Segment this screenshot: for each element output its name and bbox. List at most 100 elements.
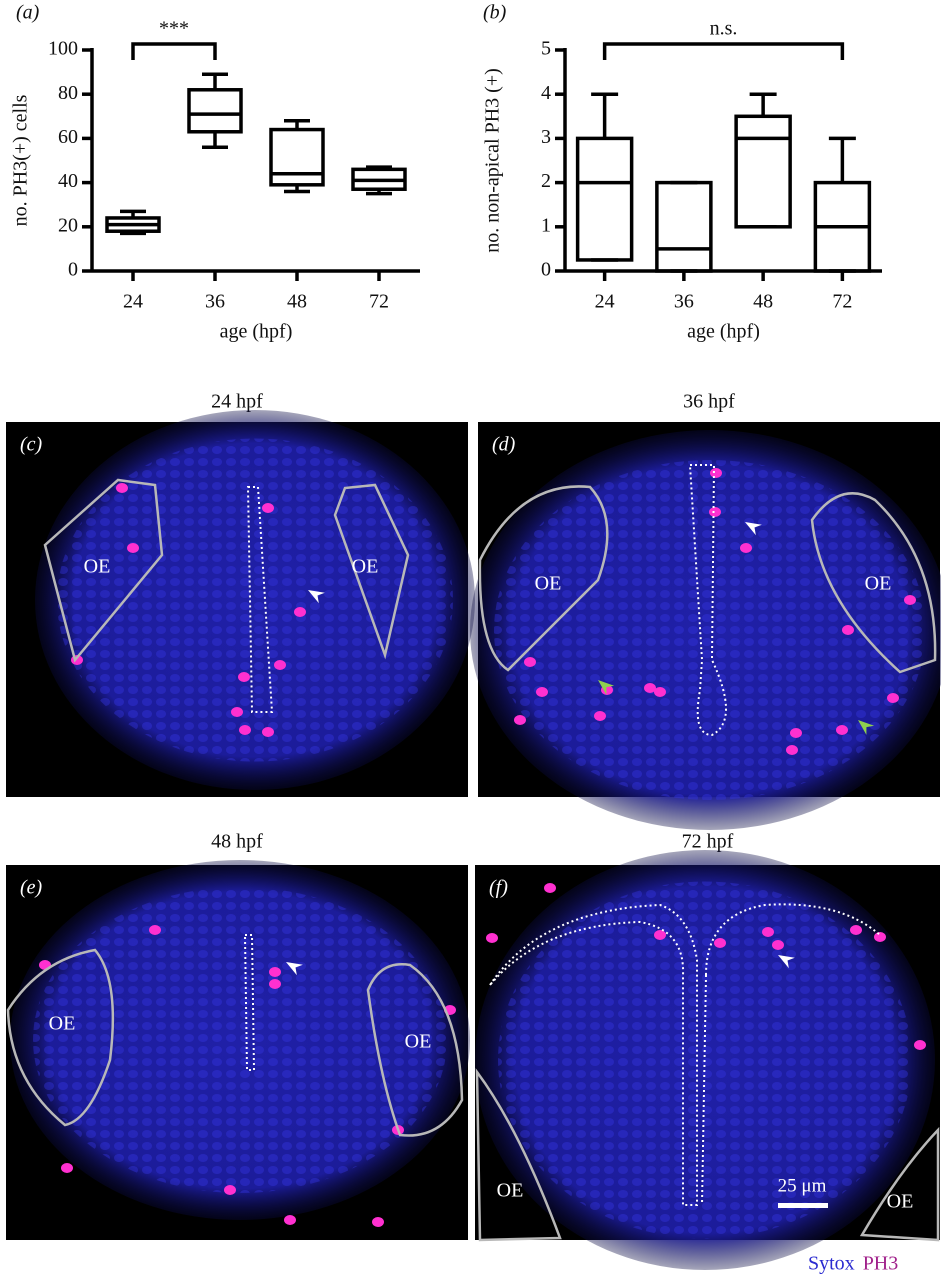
y-tick-label: 80: [58, 82, 78, 104]
oe-outline: [478, 485, 609, 672]
ph3-cell: [544, 883, 556, 893]
ph3-cell: [238, 672, 250, 682]
y-tick-label: 5: [541, 38, 551, 60]
ph3-cell: [762, 927, 774, 937]
oe-outline: [43, 478, 164, 663]
arrow: [286, 962, 303, 976]
ph3-cell: [524, 657, 536, 667]
y-tick-label: 1: [541, 214, 551, 236]
midline: [688, 464, 727, 737]
oe-outline: [859, 1126, 940, 1242]
y-tick-label: 4: [541, 82, 551, 104]
ph3-cell: [887, 693, 899, 703]
panel-label: (f): [489, 877, 508, 899]
panel-label: (d): [492, 434, 516, 456]
stain-legend-label: PH3: [863, 1253, 899, 1275]
ph3-cell: [836, 725, 848, 735]
ph3-cell: [514, 715, 526, 725]
ph3-cell: [644, 683, 656, 693]
tissue-nuclei: [57, 438, 453, 762]
ph3-cell: [486, 933, 498, 943]
x-tick-label: 24: [595, 291, 615, 313]
arrow: [308, 590, 325, 604]
ph3-cell: [714, 938, 726, 948]
midline: [489, 903, 881, 1206]
stain-legend-label: Sytox: [808, 1253, 855, 1275]
scale-bar-label: 25 μm: [778, 1175, 827, 1196]
oe-outline: [366, 963, 464, 1137]
x-tick-label: 36: [674, 291, 694, 313]
ph3-cell: [709, 507, 721, 517]
tissue-nuclei: [33, 887, 447, 1193]
ph3-cell: [262, 503, 274, 513]
y-tick-label: 3: [541, 126, 551, 148]
panel-label: (c): [20, 434, 43, 456]
ph3-cell: [790, 728, 802, 738]
arrow: [858, 720, 875, 735]
x-axis-label: age (hpf): [687, 321, 760, 343]
x-tick-label: 36: [205, 291, 225, 313]
ph3-cell: [654, 687, 666, 697]
x-tick-label: 48: [287, 291, 307, 313]
oe-outline: [810, 492, 937, 674]
oe-outline: [6, 948, 115, 1127]
panel-label: (b): [483, 2, 507, 24]
box: [187, 88, 243, 134]
ph3-cell: [536, 687, 548, 697]
box: [269, 127, 325, 187]
arrow: [598, 680, 615, 695]
midline: [246, 486, 274, 713]
box: [655, 180, 713, 273]
oe-outline: [475, 1068, 562, 1242]
panel-label: (e): [20, 877, 43, 899]
y-tick-label: 0: [541, 259, 551, 281]
ph3-cell: [294, 607, 306, 617]
ph3-cell: [786, 745, 798, 755]
region-label: OE: [497, 1180, 524, 1202]
significance-bracket: [131, 42, 217, 60]
ph3-cell: [116, 483, 128, 493]
region-label: OE: [535, 573, 562, 595]
ph3-cell: [772, 940, 784, 950]
ph3-cell: [284, 1215, 296, 1225]
ph3-cell: [269, 967, 281, 977]
ph3-cell: [61, 1163, 73, 1173]
ph3-cell: [149, 925, 161, 935]
y-tick-label: 20: [58, 214, 78, 236]
region-label: OE: [405, 1031, 432, 1053]
region-label: OE: [865, 573, 892, 595]
significance-bracket: [602, 42, 845, 60]
x-axis-label: age (hpf): [220, 321, 293, 343]
scale-bar: [778, 1203, 828, 1208]
significance-label: n.s.: [710, 18, 738, 40]
panel-title: 72 hpf: [682, 831, 734, 853]
ph3-cell: [239, 725, 251, 735]
region-label: OE: [49, 1013, 76, 1035]
x-tick-label: 72: [369, 291, 389, 313]
y-tick-label: 40: [58, 170, 78, 192]
ph3-cell: [262, 727, 274, 737]
panel-title: 48 hpf: [211, 831, 263, 853]
box: [734, 114, 792, 229]
significance-label: ***: [159, 18, 189, 40]
y-axis-label: no. non-apical PH3 (+): [482, 68, 504, 253]
y-tick-label: 0: [68, 259, 78, 281]
y-tick-label: 2: [541, 170, 551, 192]
panel-title: 36 hpf: [683, 391, 735, 413]
ph3-cell: [904, 595, 916, 605]
x-tick-label: 72: [832, 291, 852, 313]
y-tick-label: 100: [48, 38, 78, 60]
ph3-cell: [654, 930, 666, 940]
ph3-cell: [842, 625, 854, 635]
arrow: [745, 522, 762, 536]
ph3-cell: [874, 932, 886, 942]
ph3-cell: [274, 660, 286, 670]
region-label: OE: [352, 556, 379, 578]
panel-label: (a): [16, 2, 40, 24]
ph3-cell: [740, 543, 752, 553]
ph3-cell: [224, 1185, 236, 1195]
ph3-cell: [850, 925, 862, 935]
box: [575, 136, 634, 262]
region-label: OE: [887, 1191, 914, 1213]
